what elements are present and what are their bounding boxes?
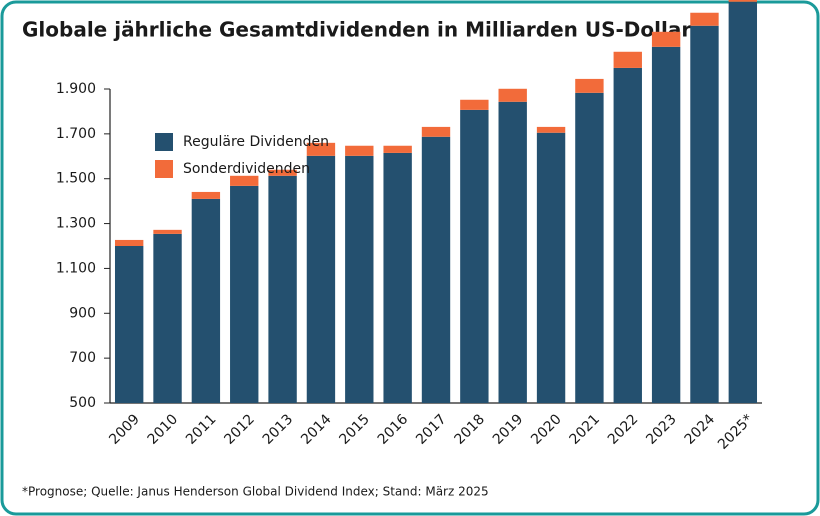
bar-segment (421, 136, 451, 403)
y-tick-label: 500 (69, 395, 96, 411)
y-tick-label: 900 (69, 305, 96, 321)
bar-segment (651, 46, 681, 403)
bar-segment (536, 126, 566, 133)
y-tick-label: 700 (69, 350, 96, 366)
bar-segment (536, 132, 566, 403)
y-tick-label: 1.500 (56, 171, 96, 187)
bar-segment (498, 101, 527, 403)
legend-swatch (155, 133, 173, 151)
bar-segment (306, 142, 336, 156)
bar-segment (575, 78, 604, 93)
bar-segment (153, 229, 182, 234)
bar-segment (728, 0, 758, 2)
bar-segment (498, 88, 527, 102)
bar-segment (728, 1, 758, 403)
chart-title: Globale jährliche Gesamtdividenden in Mi… (22, 18, 691, 42)
bar-segment (460, 109, 489, 403)
bar-segment (690, 12, 719, 26)
legend-swatch (155, 160, 173, 178)
bar-segment (690, 25, 719, 403)
bar-segment (613, 51, 642, 68)
bar-segment (268, 175, 297, 403)
y-tick-label: 1.300 (56, 216, 96, 232)
footnote: *Prognose; Quelle: Janus Henderson Globa… (22, 485, 489, 499)
bar-segment (651, 31, 681, 47)
bar-segment (460, 99, 489, 110)
bar-segment (230, 175, 259, 186)
bar-segment (306, 155, 336, 403)
y-tick-label: 1.900 (56, 81, 96, 97)
bar-segment (153, 233, 182, 403)
bar-segment (421, 126, 451, 137)
y-tick-label: 1.100 (56, 260, 96, 276)
bar-segment (345, 145, 374, 156)
bar-segment (345, 155, 374, 403)
bar-segment (191, 198, 221, 403)
bar-segment (191, 191, 221, 199)
bar-segment (114, 239, 144, 246)
legend-label: Sonderdividenden (183, 161, 310, 177)
y-tick-label: 1.700 (56, 126, 96, 142)
legend-label: Reguläre Dividenden (183, 134, 329, 150)
bar-segment (613, 67, 642, 403)
bar-segment (383, 152, 412, 403)
bar-segment (114, 246, 144, 403)
bar-segment (575, 92, 604, 403)
bar-segment (230, 185, 259, 403)
bar-segment (383, 145, 412, 153)
bar-segment (268, 169, 297, 176)
